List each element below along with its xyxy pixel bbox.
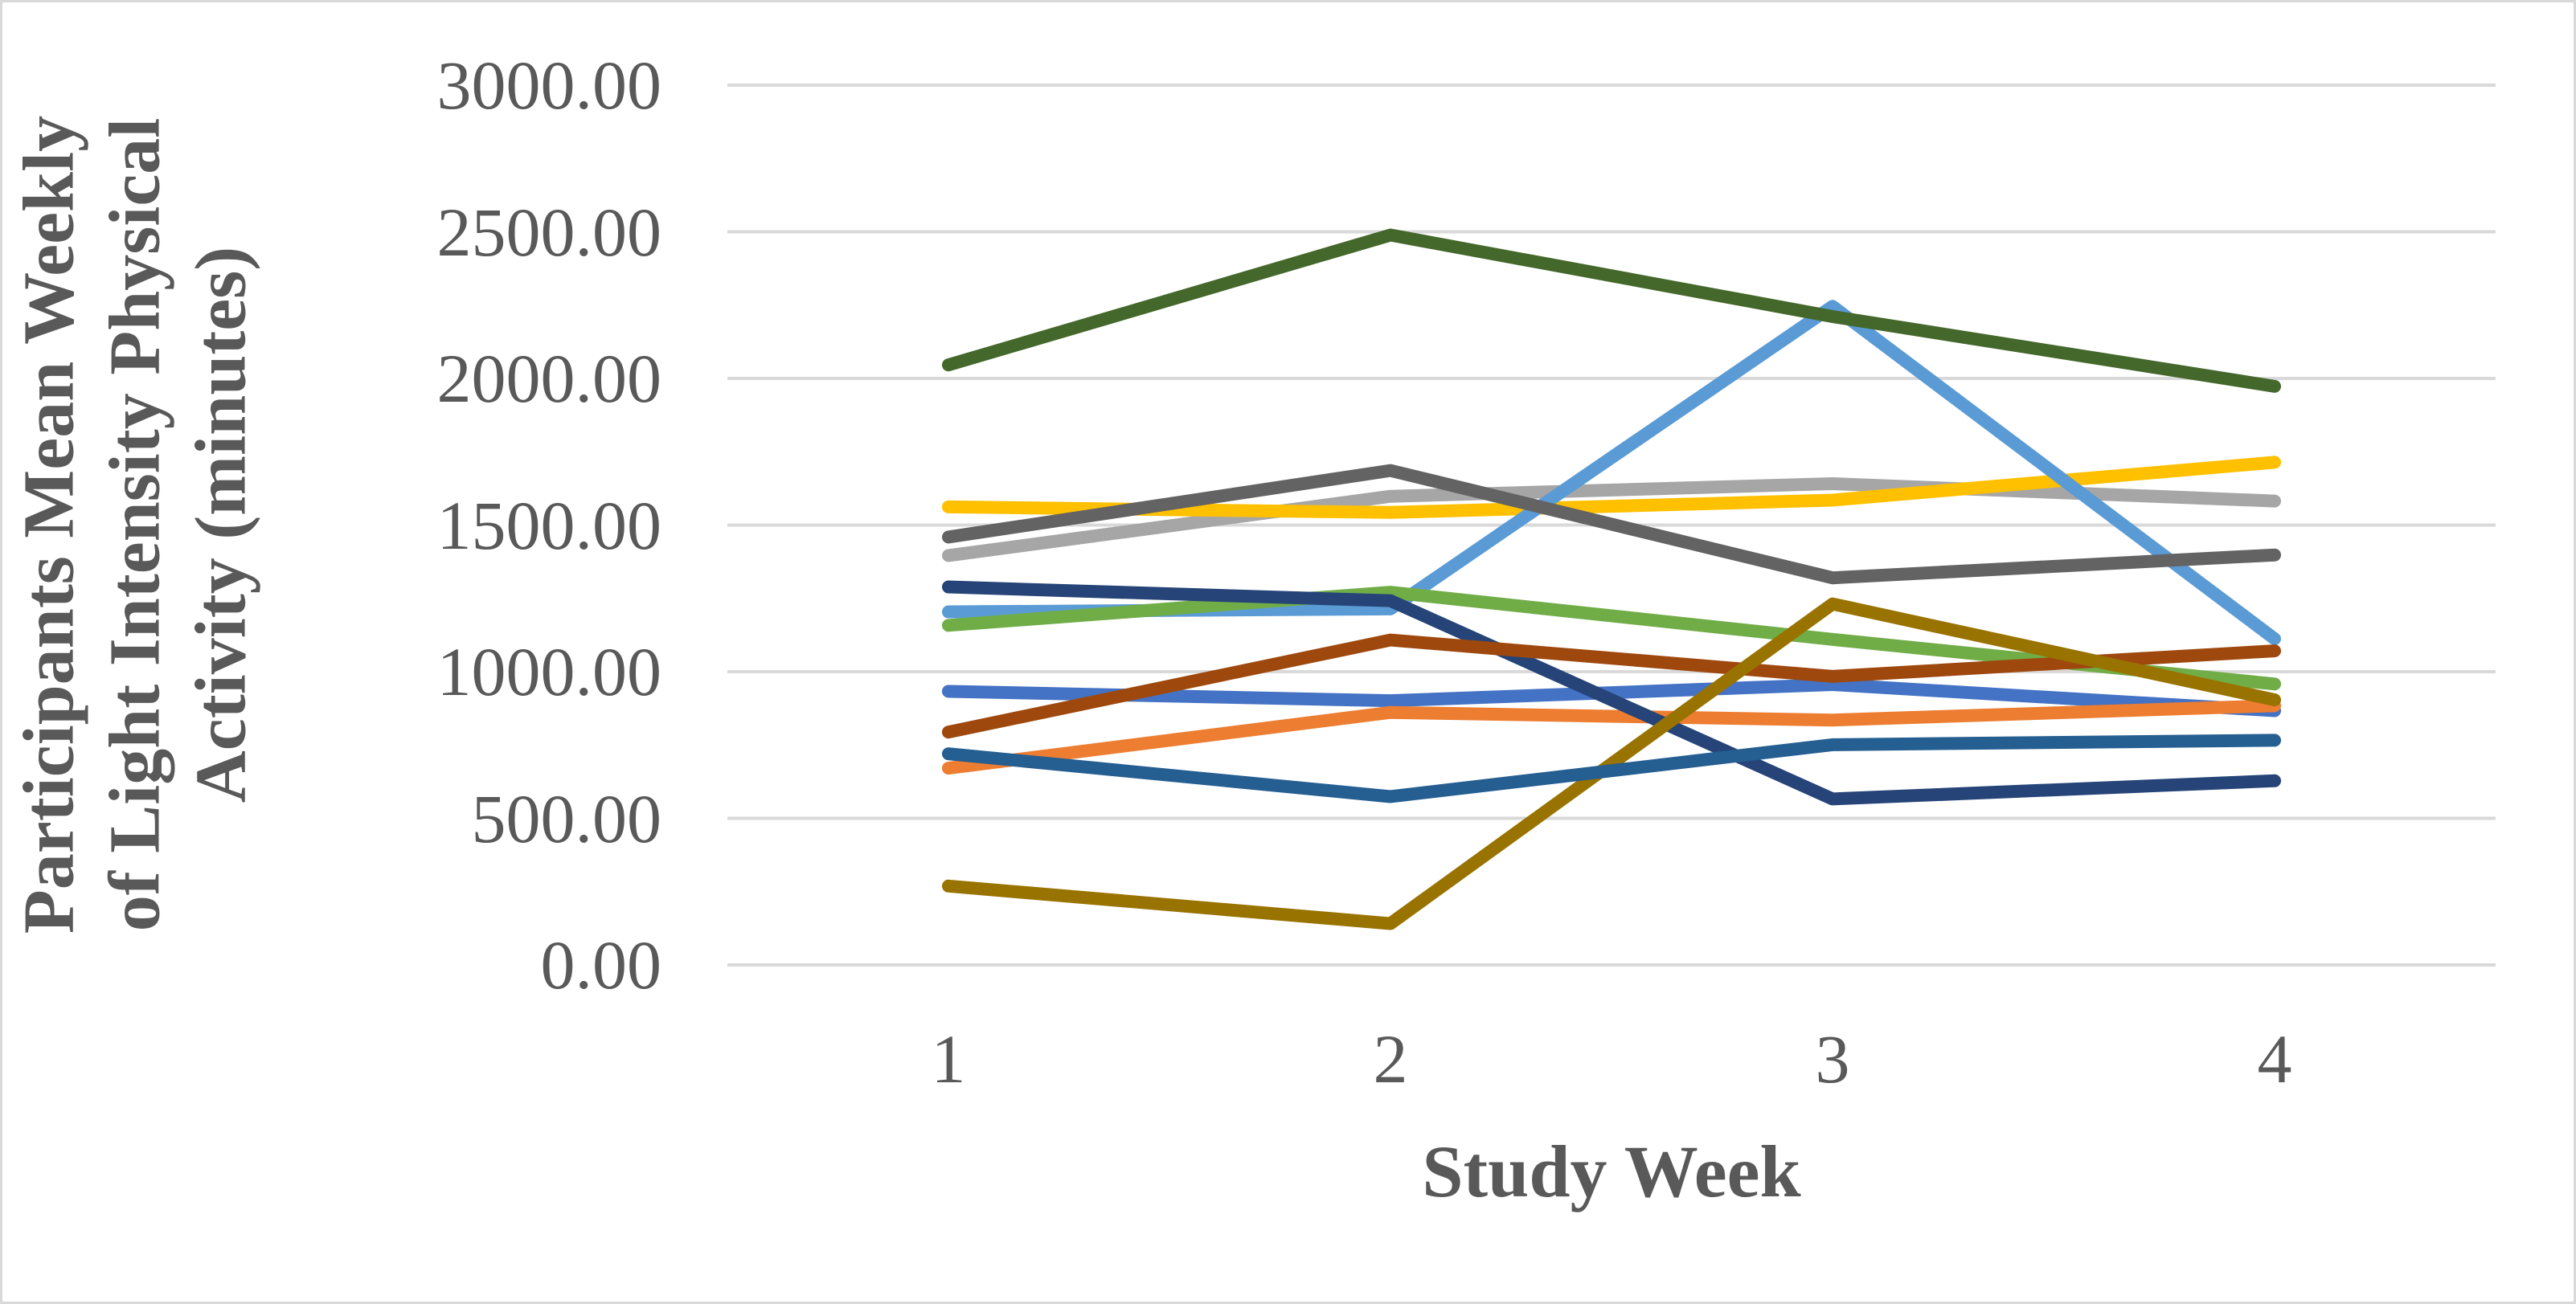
series-line-series-orange [942, 699, 2281, 775]
series-line-series-blue [942, 678, 2281, 717]
y-tick-label: 1000.00 [436, 633, 662, 710]
series-line-series-steelblue [942, 734, 2281, 803]
series-line-series-gray [942, 477, 2281, 562]
y-tick-label: 3000.00 [436, 47, 662, 124]
y-tick-label: 2500.00 [436, 193, 662, 271]
x-tick-label: 4 [2257, 1020, 2292, 1098]
series-line-series-darkgreen [942, 228, 2281, 393]
series-line-series-olive [942, 597, 2281, 930]
series-line-series-navy [942, 580, 2281, 806]
x-tick-label: 3 [1815, 1020, 1850, 1098]
series-line-series-darkgray [942, 464, 2281, 585]
y-tick-label: 2000.00 [436, 340, 662, 417]
series-line-series-brown [942, 633, 2281, 739]
x-axis-title: Study Week [1422, 1130, 1801, 1212]
y-tick-label: 0.00 [540, 926, 662, 1004]
y-axis-title: Participants Mean Weekly of Light Intens… [9, 115, 261, 934]
x-tick-label: 2 [1373, 1020, 1408, 1098]
y-tick-label: 500.00 [471, 779, 662, 857]
y-tick-label: 1500.00 [436, 486, 662, 564]
x-tick-label: 1 [931, 1020, 966, 1098]
